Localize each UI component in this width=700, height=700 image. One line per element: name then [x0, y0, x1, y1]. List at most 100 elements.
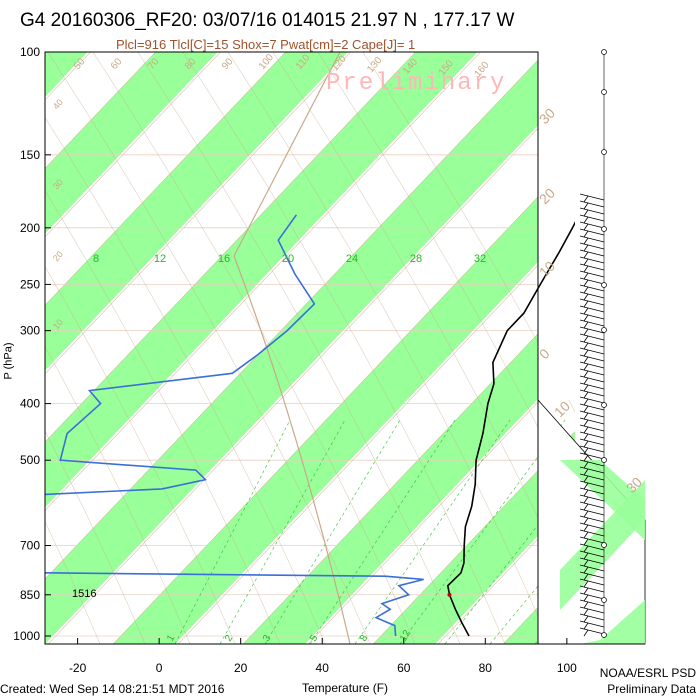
wind-barb-flag — [583, 440, 589, 448]
wind-barb — [579, 193, 605, 201]
wind-barb-flag — [583, 580, 589, 588]
mixing-ratio-label-top: 8 — [93, 253, 99, 265]
mixing-ratio-label-bottom: 8 — [358, 633, 371, 644]
wind-barb-flag — [583, 356, 589, 364]
wind-barb-flag — [583, 216, 589, 224]
wind-barb — [579, 389, 605, 397]
barb-marker — [601, 282, 607, 288]
wind-barb — [579, 627, 605, 635]
dry-adiabat — [137, 52, 461, 644]
page-title: G4 20160306_RF20: 03/07/16 014015 21.97 … — [20, 10, 515, 31]
wind-barb — [579, 424, 605, 432]
x-axis-label: Temperature (F) — [302, 681, 389, 695]
barb-marker — [601, 327, 607, 333]
isotherm-line — [372, 431, 575, 644]
isotherm-line — [45, 52, 157, 169]
wind-barb — [579, 284, 605, 292]
y-tick-label: 500 — [20, 453, 40, 467]
plot-border — [44, 51, 539, 645]
isotherm-line — [645, 0, 700, 700]
wind-barb-flag — [583, 433, 589, 441]
wind-barb — [579, 480, 605, 488]
wind-barb — [579, 277, 605, 285]
wind-barb-flag — [583, 454, 589, 462]
wind-barb — [579, 361, 605, 369]
wind-barb-flag — [583, 531, 589, 539]
credit-note: Preliminary Data — [607, 682, 696, 696]
wind-barb-flag — [583, 230, 589, 238]
wind-barb — [579, 515, 605, 523]
x-tick-label: 100 — [557, 661, 577, 675]
x-tick-label: 80 — [479, 661, 493, 675]
wind-barb-flag — [583, 629, 589, 637]
wind-barb-flag — [583, 447, 589, 455]
x-tick-label: -20 — [69, 661, 87, 675]
barb-marker — [601, 89, 607, 95]
wind-barb — [579, 508, 605, 516]
wind-barb — [579, 396, 605, 404]
wind-barb — [579, 487, 605, 495]
wind-barb — [579, 305, 605, 313]
x-tick-label: 60 — [397, 661, 411, 675]
dry-adiabat — [45, 430, 146, 644]
wind-barb-flag — [583, 419, 589, 427]
wind-barb-flag — [583, 482, 589, 490]
y-tick-label: 200 — [20, 221, 40, 235]
wind-barb-flag — [583, 370, 589, 378]
wind-barb-flag — [583, 566, 589, 574]
wind-barb — [579, 249, 605, 257]
isotherm-label-left: 30 — [51, 177, 65, 191]
x-tick-label: 40 — [316, 661, 330, 675]
wind-barb-flag — [583, 209, 589, 217]
mixing-ratio-label-top: 12 — [154, 253, 166, 265]
wind-barb-flag — [583, 475, 589, 483]
wind-barb-flag — [583, 538, 589, 546]
y-tick-label: 1000 — [13, 629, 40, 643]
wind-barb-flag — [583, 349, 589, 357]
chart-labels: 100 150 200 250 300 400 500 700 850 1000 -20 0 20 40 6… — [13, 45, 645, 675]
wind-barb — [579, 256, 605, 264]
wind-barb — [579, 445, 605, 453]
isotherm-line — [177, 225, 575, 644]
created-timestamp: Created: Wed Sep 14 08:21:51 MDT 2016 — [0, 682, 225, 696]
wind-barb-flag — [583, 384, 589, 392]
wind-barb-flag — [583, 286, 589, 294]
wind-barb-flag — [583, 321, 589, 329]
barb-marker — [601, 149, 607, 155]
isotherm-label: 90 — [220, 56, 236, 72]
wind-barb — [579, 438, 605, 446]
wind-barb-flag — [583, 300, 589, 308]
wind-barb — [579, 459, 605, 467]
isotherm-line — [112, 157, 575, 644]
wind-barb-flag — [583, 398, 589, 406]
wind-barb — [579, 452, 605, 460]
barb-marker — [601, 597, 607, 603]
wind-barb-flag — [583, 237, 589, 245]
wind-barb-flag — [583, 503, 589, 511]
wind-barb — [579, 235, 605, 243]
wind-barb-flag — [583, 622, 589, 630]
wind-barb-flag — [583, 307, 589, 315]
wind-barb — [579, 263, 605, 271]
wind-barb — [579, 466, 605, 474]
mixing-ratio-label-bottom: 2 — [223, 633, 236, 644]
wind-barb-flag — [583, 601, 589, 609]
wind-barb-flag — [583, 461, 589, 469]
wind-barb — [579, 620, 605, 628]
mixing-ratio-label-top: 24 — [346, 253, 358, 265]
wind-barb-flag — [583, 251, 589, 259]
dewpoint-line — [45, 214, 424, 637]
wind-barb-flag — [583, 559, 589, 567]
dry-adiabat — [45, 345, 191, 644]
x-tick-label: 0 — [156, 661, 163, 675]
wind-barb — [579, 375, 605, 383]
wind-barb — [579, 340, 605, 348]
isotherm-line — [45, 52, 222, 238]
wind-barb-flag — [583, 496, 589, 504]
wind-barb — [579, 431, 605, 439]
wind-barb — [579, 599, 605, 607]
mixing-ratio-line — [309, 419, 456, 644]
wind-barb — [579, 347, 605, 355]
wind-barb — [579, 291, 605, 299]
